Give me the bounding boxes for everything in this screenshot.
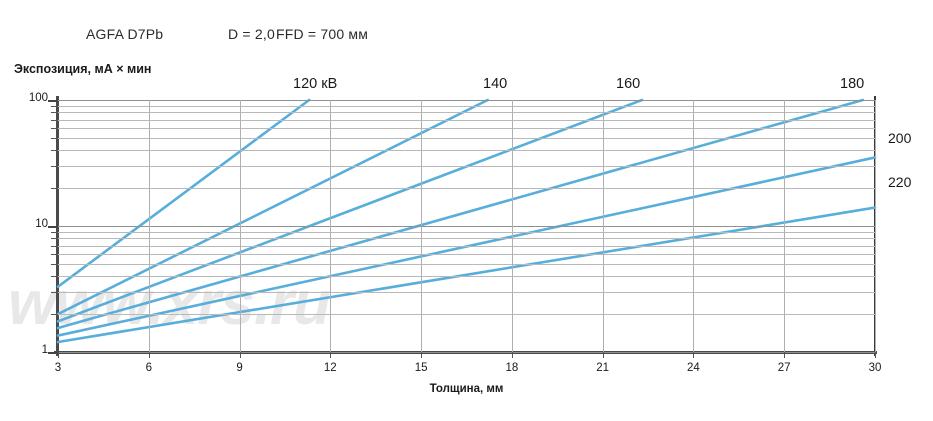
y-axis-tick <box>48 100 58 102</box>
y-axis-tick <box>51 263 58 265</box>
gridline-horizontal <box>58 291 875 293</box>
x-axis-title: Толщина, мм <box>429 383 504 395</box>
y-axis-tick <box>51 188 58 190</box>
curve-220 <box>56 206 877 344</box>
header-ffd: FFD = 700 мм <box>276 26 369 42</box>
gridline-vertical <box>148 100 150 352</box>
gridline-vertical <box>511 100 513 352</box>
gridline-horizontal <box>58 245 875 247</box>
x-axis-tick <box>148 352 150 358</box>
x-axis-tick <box>239 352 241 358</box>
gridline-vertical <box>421 100 423 352</box>
x-axis-label: 3 <box>54 362 62 374</box>
x-axis-tick <box>330 352 332 358</box>
y-axis-tick <box>51 314 58 316</box>
header-material: AGFA D7Pb <box>86 26 164 42</box>
gridline-horizontal <box>58 352 875 353</box>
x-axis-tick <box>511 352 513 358</box>
gridline-horizontal <box>58 112 875 114</box>
header-density: D = 2,0 <box>228 26 275 42</box>
x-axis-label: 24 <box>686 362 700 374</box>
y-axis-tick <box>51 112 58 114</box>
gridline-horizontal <box>58 231 875 233</box>
gridline-vertical <box>602 100 604 352</box>
y-axis-tick <box>51 150 58 152</box>
y-axis-tick <box>51 231 58 233</box>
y-axis-label: 10 <box>35 218 48 230</box>
y-axis-title: Экспозиция, мА × мин <box>14 62 152 76</box>
x-axis-tick <box>875 352 876 358</box>
gridline-horizontal <box>58 150 875 152</box>
gridline-vertical <box>784 100 786 352</box>
x-axis-tick <box>693 352 695 358</box>
x-axis-label: 21 <box>596 362 610 374</box>
gridline-vertical <box>875 100 876 352</box>
curve-160 <box>56 98 644 323</box>
y-axis-tick <box>51 105 58 107</box>
gridline-horizontal <box>58 165 875 167</box>
y-axis-label: 100 <box>28 92 48 104</box>
curve-label-top: 160 <box>616 76 641 92</box>
x-axis-label: 18 <box>505 362 519 374</box>
plot-area: 3 6 9 12 15 18 21 24 27 30 <box>48 98 881 374</box>
curve-label-top: 140 <box>483 76 508 92</box>
curve-180 <box>56 98 865 330</box>
gridline-horizontal <box>58 314 875 316</box>
y-axis-tick <box>51 276 58 278</box>
y-axis-tick <box>48 226 58 228</box>
gridline-horizontal <box>58 276 875 278</box>
y-axis-tick <box>51 165 58 167</box>
gridline-horizontal <box>58 137 875 139</box>
gridline-horizontal <box>58 226 875 227</box>
curve-label-right: 200 <box>888 130 912 146</box>
gridline-vertical <box>239 100 241 352</box>
curve-label-right: 220 <box>888 174 912 190</box>
y-axis-tick <box>51 291 58 293</box>
curve-label-top: 120 кВ <box>293 76 338 92</box>
x-axis-tick <box>421 352 423 358</box>
gridline-horizontal <box>58 105 875 107</box>
x-axis-label: 15 <box>414 362 428 374</box>
y-axis-tick <box>51 128 58 129</box>
gridline-vertical <box>693 100 695 352</box>
y-axis-tick <box>51 245 58 247</box>
x-axis-label: 9 <box>236 362 243 374</box>
x-axis-label: 30 <box>868 362 882 374</box>
y-axis-tick <box>51 254 58 255</box>
curve-label-top: 180 <box>840 76 865 92</box>
gridline-horizontal <box>58 128 875 129</box>
y-axis-tick <box>51 137 58 139</box>
x-axis-label: 27 <box>777 362 791 374</box>
curve-200 <box>56 156 877 337</box>
y-axis-label: 1 <box>41 344 48 356</box>
x-axis-tick <box>602 352 604 358</box>
x-axis-label: 12 <box>323 362 337 374</box>
y-axis-tick <box>51 119 58 121</box>
x-axis-tick <box>58 352 59 358</box>
curve-120-кв <box>56 98 311 288</box>
gridline-horizontal <box>58 254 875 255</box>
gridline-vertical <box>330 100 332 352</box>
gridline-horizontal <box>58 100 875 101</box>
gridline-horizontal <box>58 188 875 190</box>
curve-140 <box>56 98 489 316</box>
x-axis-tick <box>784 352 786 358</box>
gridline-horizontal <box>58 263 875 265</box>
y-axis-tick <box>48 352 58 354</box>
gridline-horizontal <box>58 119 875 121</box>
x-axis-label: 6 <box>145 362 152 374</box>
y-axis-tick <box>51 238 58 240</box>
gridline-horizontal <box>58 238 875 240</box>
